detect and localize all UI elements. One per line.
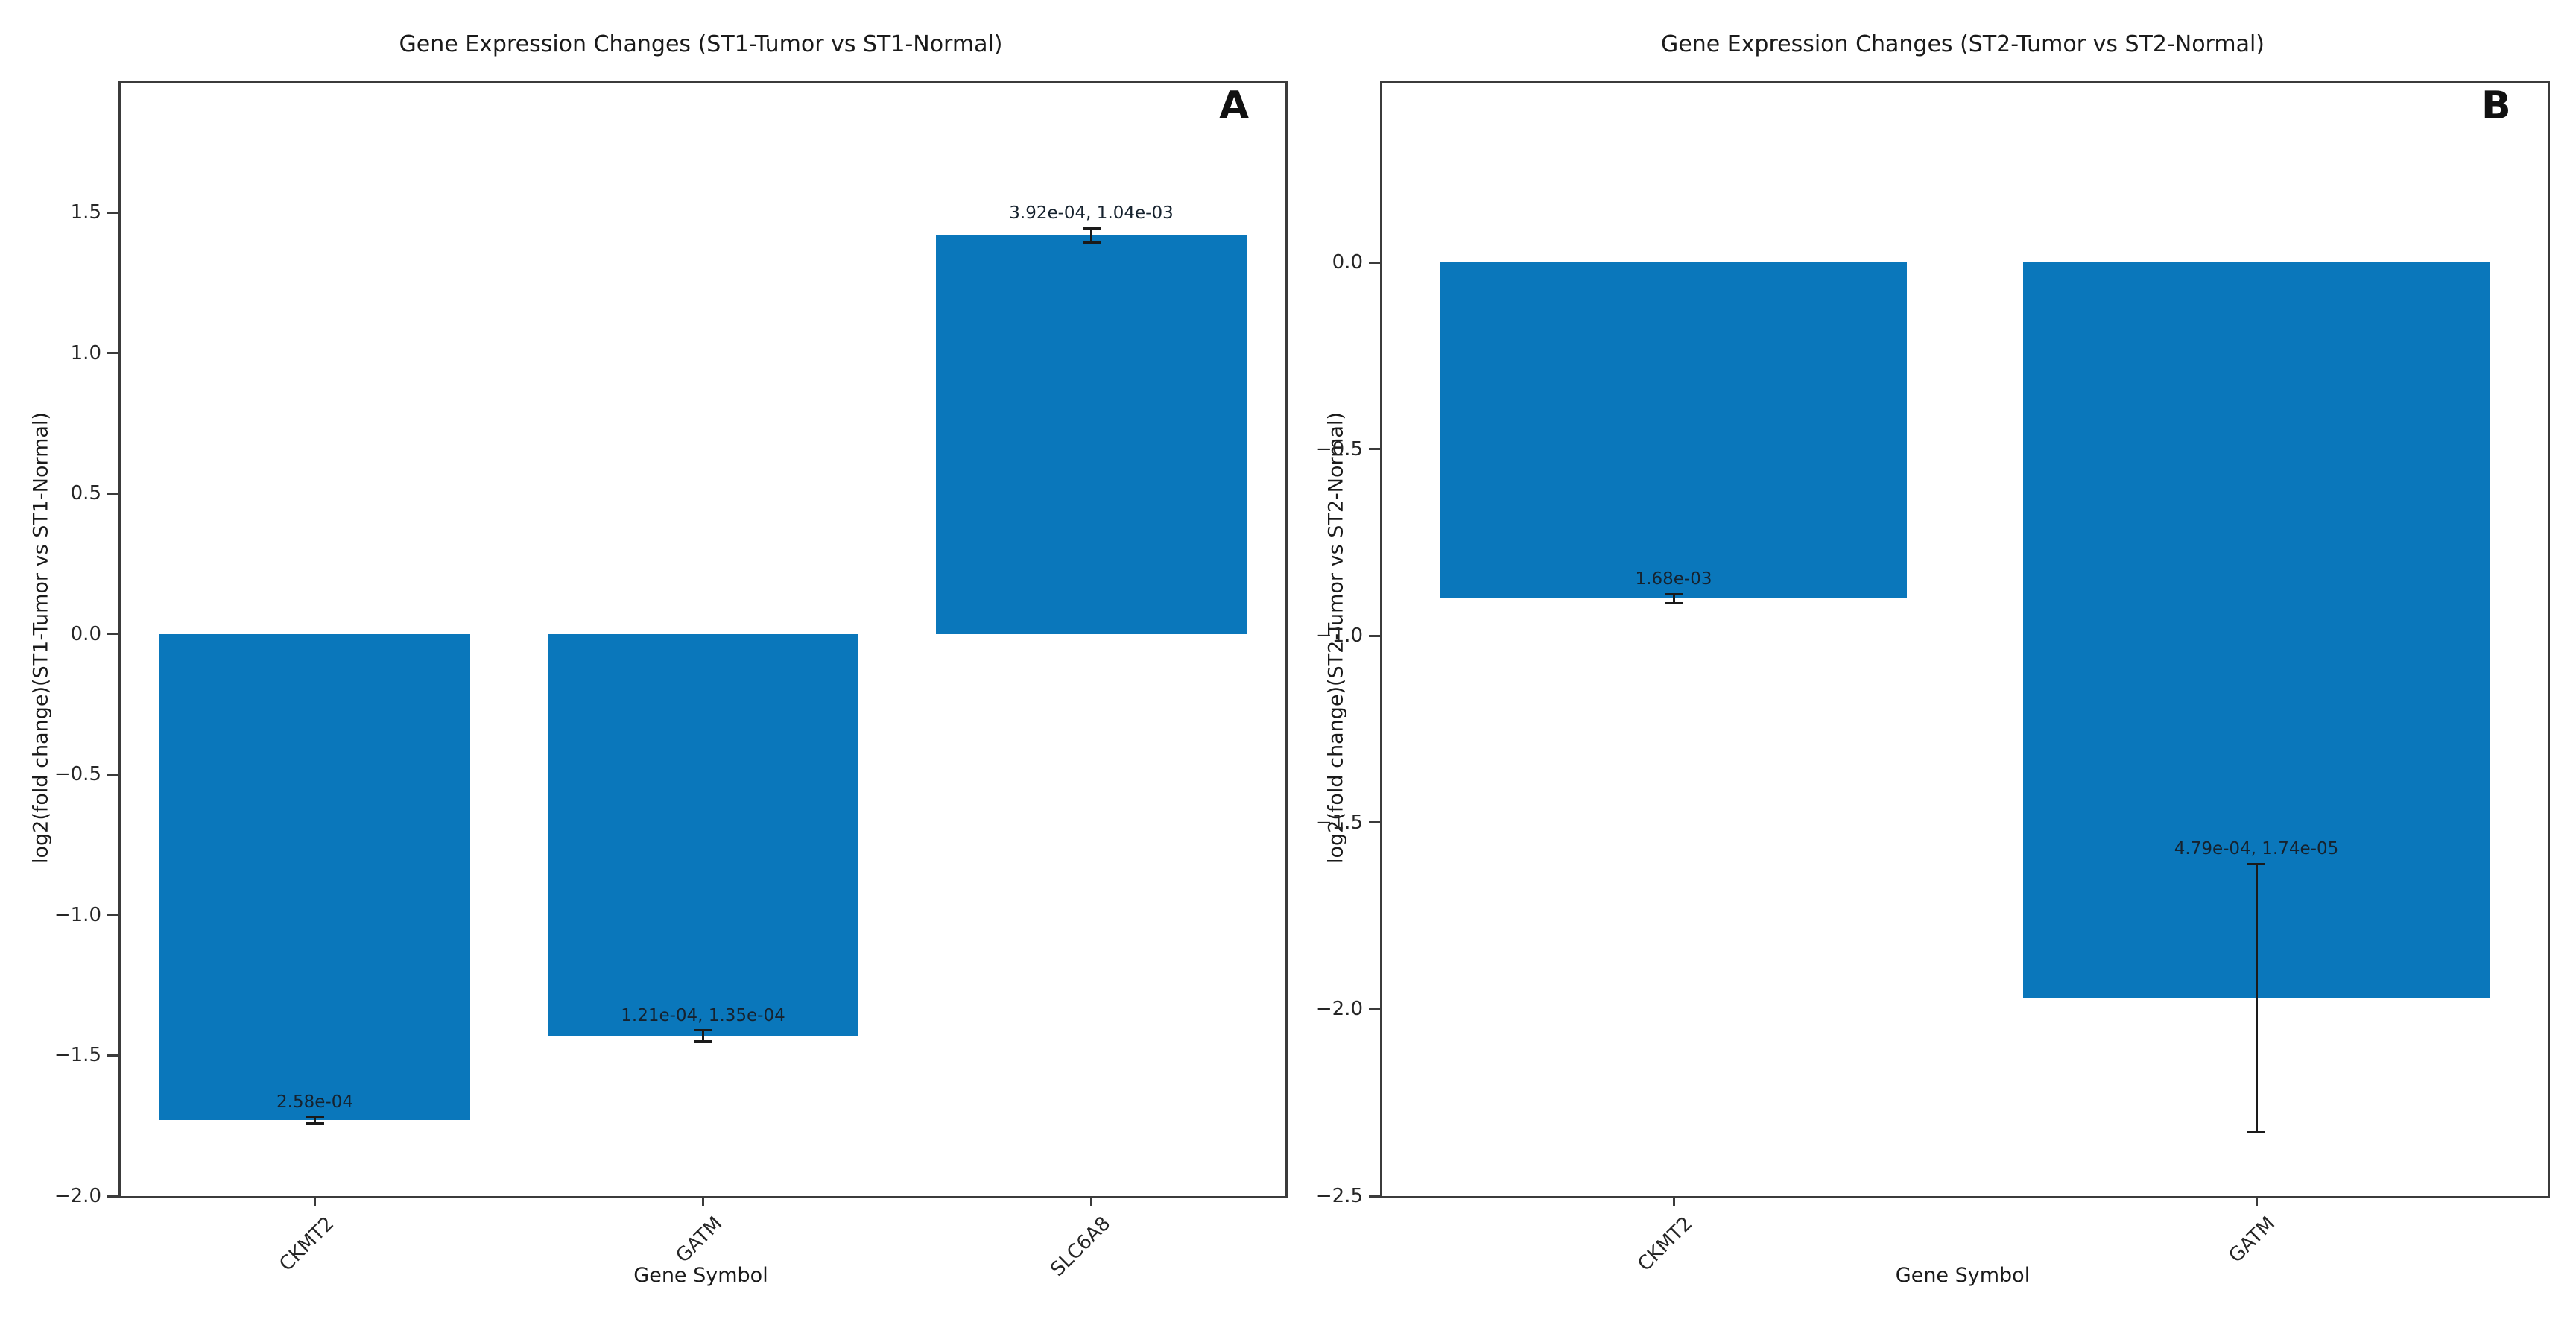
- error-bar: [2255, 864, 2258, 1133]
- error-bar-cap-top: [2247, 862, 2265, 865]
- bar-annotation: 1.21e-04, 1.35e-04: [621, 1005, 785, 1025]
- y-tick-label: 1.5: [70, 201, 101, 224]
- y-tick-label: −2.5: [1315, 1185, 1363, 1207]
- y-tick-label: −1.5: [1315, 811, 1363, 834]
- error-bar-cap-top: [306, 1116, 324, 1119]
- error-bar: [702, 1030, 704, 1042]
- error-bar: [1672, 594, 1675, 604]
- bar-annotation: 2.58e-04: [276, 1092, 353, 1112]
- y-tick-mark: [1369, 261, 1380, 264]
- error-bar: [1090, 228, 1092, 242]
- x-tick-mark: [1672, 1196, 1675, 1206]
- chart-a-title: Gene Expression Changes (ST1-Tumor vs ST…: [399, 31, 1003, 57]
- bar-annotation: 3.92e-04, 1.04e-03: [1009, 203, 1174, 224]
- y-tick-label: −1.0: [1315, 624, 1363, 648]
- bar-gatm: [548, 633, 858, 1037]
- error-bar: [314, 1116, 316, 1124]
- y-tick-mark: [107, 352, 118, 355]
- x-tick-label: GATM: [671, 1212, 727, 1268]
- y-tick-label: 0.0: [70, 622, 101, 645]
- error-bar-cap-bottom: [1665, 601, 1683, 604]
- y-tick-mark: [1369, 634, 1380, 637]
- bar-slc6a8: [936, 235, 1247, 634]
- y-tick-label: −2.0: [1315, 998, 1363, 1021]
- error-bar-cap-bottom: [2247, 1131, 2265, 1134]
- x-tick-mark: [2255, 1196, 2258, 1206]
- x-tick-mark: [1090, 1196, 1092, 1206]
- bar-ckmt2: [159, 633, 470, 1121]
- y-tick-label: 0.0: [1332, 251, 1363, 274]
- chart-a-plot-area: 1.5 1.0 0.5 0.0 −0.5 −1.0 −1.5 −2.0 2.58e-04 CKMT…: [54, 81, 1288, 1281]
- y-tick-label: 0.5: [70, 482, 101, 505]
- x-tick-label: GATM: [2224, 1212, 2280, 1268]
- y-tick-mark: [1369, 1195, 1380, 1198]
- error-bar-cap-top: [694, 1029, 712, 1032]
- y-tick-mark: [1369, 1008, 1380, 1010]
- y-tick-label: −2.0: [54, 1185, 101, 1207]
- y-tick-mark: [107, 211, 118, 214]
- chart-b-x-axis-label: Gene Symbol: [1895, 1264, 2031, 1287]
- error-bar-cap-bottom: [306, 1122, 324, 1125]
- y-tick-mark: [107, 1195, 118, 1198]
- error-bar-cap-top: [1665, 592, 1683, 595]
- chart-a-x-axis-label: Gene Symbol: [633, 1264, 768, 1287]
- x-tick-mark: [702, 1196, 704, 1206]
- y-tick-mark: [107, 773, 118, 776]
- y-tick-label: −0.5: [54, 763, 101, 786]
- chart-b-panel-letter: B: [2481, 83, 2511, 128]
- y-tick-mark: [107, 492, 118, 495]
- bar-annotation: 1.68e-03: [1635, 569, 1712, 589]
- y-tick-mark: [1369, 821, 1380, 824]
- y-tick-label: −0.5: [1315, 437, 1363, 461]
- y-tick-mark: [1369, 448, 1380, 451]
- x-tick-mark: [314, 1196, 316, 1206]
- chart-a-y-axis-label: log2(fold change)(ST1-Tumor vs ST1-Norma…: [29, 411, 53, 864]
- chart-a-panel-letter: A: [1219, 83, 1250, 128]
- y-tick-mark: [107, 633, 118, 636]
- y-tick-label: −1.5: [54, 1044, 101, 1067]
- chart-b-plot-area: 0.0 −0.5 −1.0 −1.5 −2.0 −2.5 1.68e-03 CKMT2 4.79…: [1316, 81, 2550, 1276]
- error-bar-cap-top: [1082, 227, 1101, 230]
- error-bar-cap-bottom: [1082, 241, 1101, 244]
- bar-ckmt2: [1440, 262, 1907, 599]
- y-tick-label: 1.0: [70, 341, 101, 364]
- bar-annotation: 4.79e-04, 1.74e-05: [2174, 839, 2339, 859]
- y-tick-label: −1.0: [54, 903, 101, 926]
- error-bar-cap-bottom: [694, 1040, 712, 1043]
- y-tick-mark: [107, 914, 118, 917]
- chart-b-title: Gene Expression Changes (ST2-Tumor vs ST…: [1660, 31, 2265, 57]
- y-tick-mark: [107, 1054, 118, 1057]
